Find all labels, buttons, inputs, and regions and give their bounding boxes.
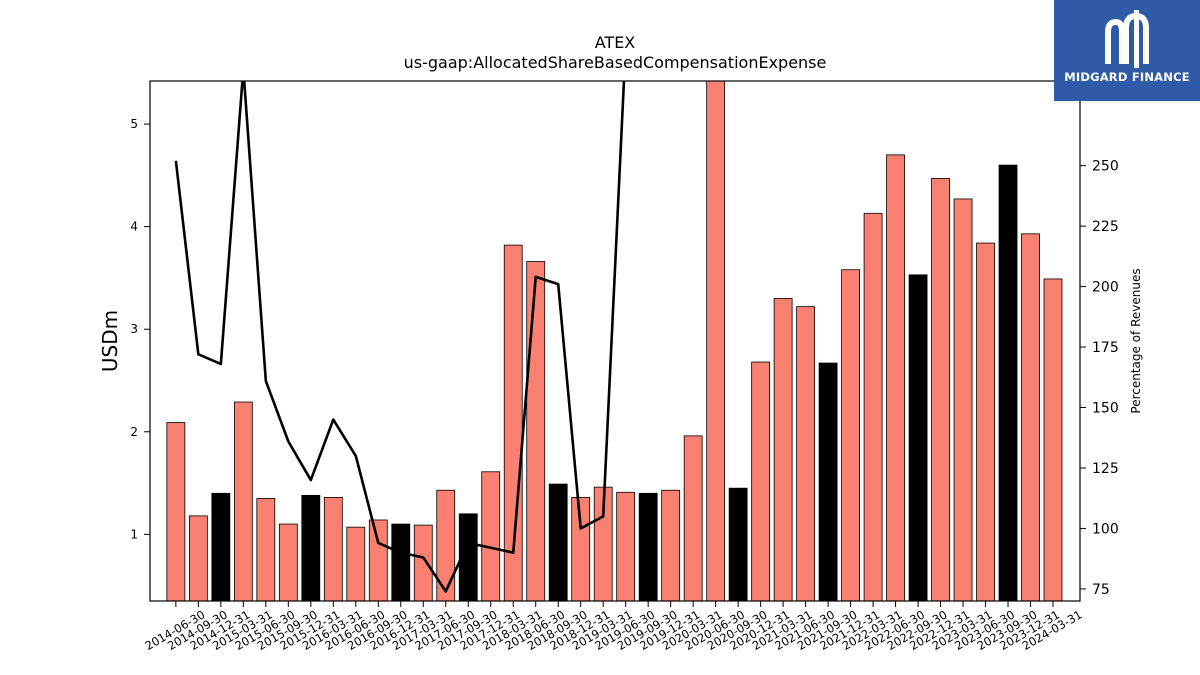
y2-tick-label: 200 — [1092, 280, 1119, 296]
y-axis-label: USDm — [98, 310, 122, 372]
y2-tick-label: 125 — [1092, 461, 1119, 477]
bar — [841, 269, 860, 601]
bar — [368, 519, 388, 601]
bar — [976, 242, 995, 601]
logo-text: MIDGARD FINANCE — [1064, 70, 1190, 84]
bar — [323, 497, 343, 601]
y-tick-label: 2 — [130, 425, 138, 439]
y2-axis-label: Percentage of Revenues — [1129, 268, 1143, 413]
line-group — [174, 81, 626, 593]
y-axis-left: 1 2 3 4 5 — [130, 117, 150, 541]
y2-tick-label: 175 — [1092, 340, 1119, 356]
bar — [346, 526, 366, 601]
bar — [548, 483, 568, 601]
y2-tick-label: 150 — [1092, 401, 1119, 417]
bar — [998, 164, 1018, 601]
y2-tick-label: 100 — [1092, 521, 1119, 537]
bar — [166, 422, 186, 601]
bar — [683, 435, 703, 601]
bar — [211, 492, 231, 601]
bar — [751, 361, 771, 601]
bar — [953, 198, 973, 601]
bar — [301, 494, 321, 601]
bar — [863, 212, 883, 601]
bar — [413, 524, 433, 601]
bar — [233, 401, 253, 601]
y-axis-right: 75 100 125 150 175 200 225 250 — [1080, 159, 1119, 598]
bar — [571, 497, 591, 601]
bar — [1043, 278, 1063, 601]
x-axis: 2014-06-302014-09-302014-12-312015-03-31… — [142, 601, 1085, 653]
bar — [436, 489, 456, 601]
series-line — [174, 81, 626, 593]
bar — [818, 362, 838, 601]
bar — [886, 154, 905, 601]
bar — [391, 523, 411, 601]
plot-frame — [149, 80, 1081, 602]
y-tick-label: 4 — [130, 220, 138, 234]
bar — [278, 523, 298, 601]
y2-tick-label: 225 — [1092, 219, 1119, 235]
y2-tick-label: 75 — [1092, 582, 1110, 598]
bar — [908, 274, 928, 601]
bar — [256, 498, 276, 601]
bar-group — [166, 81, 1063, 601]
y-tick-label: 3 — [130, 322, 138, 336]
chart-subtitle: us-gaap:AllocatedShareBasedCompensationE… — [404, 53, 827, 72]
bar — [931, 178, 950, 601]
bar — [796, 306, 816, 601]
bar — [188, 515, 208, 601]
bar — [706, 81, 726, 601]
y-tick-label: 1 — [130, 527, 138, 541]
bar — [481, 471, 501, 601]
brand-logo: MIDGARD FINANCE — [1054, 0, 1200, 101]
bar — [638, 492, 658, 601]
bar — [661, 489, 681, 601]
y-tick-label: 5 — [130, 117, 138, 131]
chart-title: ATEX — [595, 33, 636, 52]
logo-mark-icon — [1105, 10, 1149, 68]
y2-tick-label: 250 — [1092, 159, 1119, 175]
bar — [773, 298, 793, 601]
bar — [1021, 233, 1040, 601]
bar — [616, 491, 636, 601]
bar — [728, 487, 748, 601]
bar — [526, 261, 546, 601]
